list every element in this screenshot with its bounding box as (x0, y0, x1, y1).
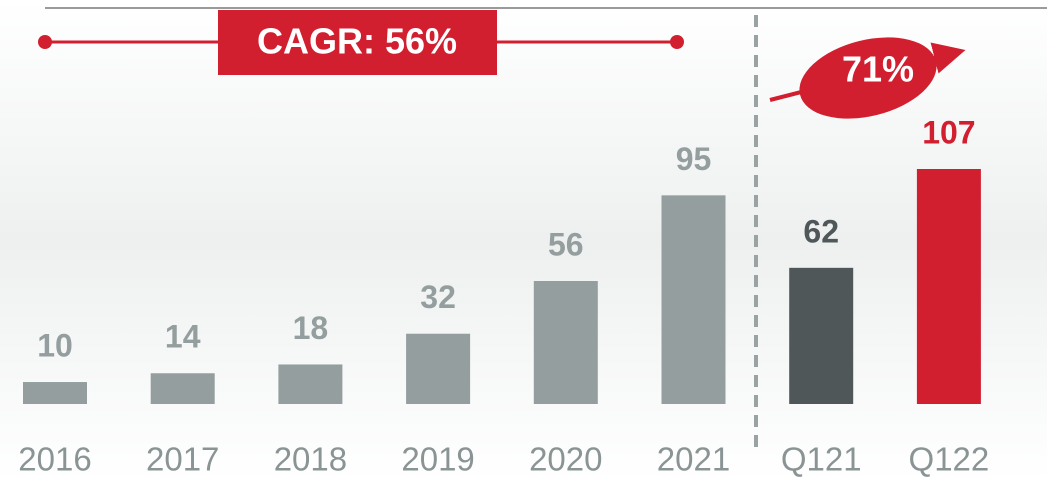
value-label: 107 (922, 114, 975, 150)
x-tick-label: 2020 (529, 441, 602, 478)
x-tick-label: 2017 (146, 441, 219, 478)
value-label: 18 (293, 310, 329, 346)
x-tick-label: Q121 (781, 441, 862, 478)
bar (789, 267, 854, 404)
x-tick-label: 2018 (274, 441, 347, 478)
growth-label: 71% (842, 49, 914, 90)
bar (23, 382, 87, 404)
cagr-dot (38, 35, 52, 49)
bar (150, 373, 215, 404)
value-label: 32 (420, 279, 456, 315)
cagr-dot (670, 35, 684, 49)
x-tick-label: 2021 (657, 441, 730, 478)
cagr-box (218, 10, 497, 75)
value-label: 95 (676, 141, 712, 177)
growth-badge (799, 37, 937, 119)
x-tick-label: 2016 (18, 441, 91, 478)
x-tick-label: Q122 (909, 441, 990, 478)
value-label: 62 (803, 213, 839, 249)
bar (406, 333, 471, 404)
value-label: 14 (165, 319, 201, 355)
cagr-label: CAGR: 56% (257, 21, 457, 62)
bar (916, 169, 981, 404)
bar (661, 195, 726, 404)
value-label: 10 (37, 327, 73, 363)
x-tick-label: 2019 (401, 441, 474, 478)
value-label: 56 (548, 226, 584, 262)
bar (533, 281, 598, 404)
bar (278, 364, 343, 404)
